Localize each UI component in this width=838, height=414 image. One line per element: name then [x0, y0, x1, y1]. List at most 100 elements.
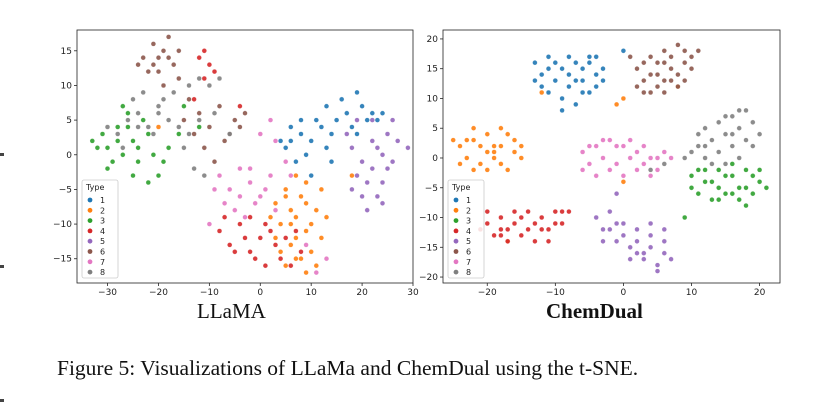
- x-tick-label: 0: [257, 288, 263, 298]
- data-point-type-4: [201, 75, 207, 82]
- data-point-type-5: [344, 131, 350, 137]
- y-tick-label: −10: [419, 214, 438, 224]
- data-point-type-3: [722, 191, 729, 197]
- data-point-type-3: [145, 131, 151, 137]
- data-point-type-8: [722, 161, 729, 167]
- data-point-type-2: [464, 137, 470, 143]
- data-point-type-2: [491, 149, 497, 155]
- data-point-type-7: [668, 155, 674, 161]
- data-point-type-3: [709, 179, 715, 185]
- data-point-type-7: [216, 173, 223, 179]
- page-edge-mark: [0, 265, 4, 268]
- data-point-type-7: [227, 186, 233, 192]
- data-point-type-8: [702, 125, 708, 131]
- data-point-type-7: [237, 193, 243, 199]
- data-point-type-1: [308, 173, 314, 179]
- data-point-type-2: [293, 235, 299, 241]
- data-point-type-4: [545, 238, 552, 244]
- data-point-type-3: [99, 131, 106, 137]
- data-point-type-3: [145, 179, 151, 186]
- y-tick-label: 20: [427, 35, 439, 45]
- data-point-type-5: [654, 268, 661, 274]
- legend: Type 12 345 678: [447, 179, 485, 279]
- data-point-type-1: [293, 159, 299, 165]
- data-point-type-5: [661, 250, 667, 256]
- data-point-type-1: [379, 110, 386, 116]
- data-point-type-3: [115, 138, 121, 144]
- data-point-type-2: [477, 161, 483, 167]
- y-tick-label: −20: [419, 273, 438, 283]
- data-point-type-6: [155, 69, 162, 75]
- data-point-type-6: [222, 138, 228, 144]
- data-point-type-4: [262, 263, 268, 269]
- data-point-type-8: [729, 113, 735, 119]
- data-point-type-3: [743, 185, 749, 191]
- data-point-type-7: [614, 161, 620, 167]
- data-point-type-6: [668, 66, 674, 72]
- data-point-type-2: [272, 200, 279, 206]
- data-point-type-4: [232, 249, 238, 255]
- data-point-type-7: [267, 173, 274, 179]
- legend-marker-type-5: [87, 238, 93, 244]
- data-point-type-1: [323, 145, 330, 151]
- data-point-type-4: [511, 220, 518, 227]
- data-point-type-2: [288, 242, 294, 248]
- data-point-type-7: [257, 131, 263, 137]
- data-point-type-2: [313, 263, 319, 269]
- data-point-type-6: [140, 55, 146, 61]
- data-point-type-1: [573, 60, 579, 66]
- data-point-type-3: [729, 191, 735, 197]
- legend-label-type-8: 8: [466, 268, 471, 277]
- data-point-type-8: [155, 103, 162, 109]
- data-point-type-8: [145, 124, 151, 130]
- data-point-type-1: [586, 54, 592, 60]
- data-point-type-1: [364, 117, 370, 123]
- legend-marker-type-3: [453, 218, 459, 224]
- data-point-type-8: [716, 149, 722, 155]
- data-point-type-2: [293, 214, 299, 220]
- tsne-chart-chemdual: −20 −10 0 10 20−20−15−10−505101520Type123456…: [419, 29, 781, 298]
- y-tick-label: 5: [66, 116, 72, 126]
- data-point-type-2: [518, 155, 524, 161]
- data-point-type-3: [729, 161, 735, 167]
- data-point-type-3: [150, 152, 156, 158]
- data-point-type-8: [661, 161, 667, 167]
- data-point-type-1: [359, 103, 365, 109]
- data-point-type-1: [349, 124, 355, 130]
- data-point-type-5: [379, 152, 386, 158]
- data-point-type-3: [750, 191, 756, 197]
- data-point-type-7: [614, 143, 620, 149]
- data-point-type-7: [600, 137, 606, 143]
- plot-frame: [76, 29, 414, 284]
- data-point-type-4: [298, 249, 304, 255]
- data-point-type-1: [298, 117, 304, 123]
- data-point-type-4: [196, 55, 202, 61]
- data-point-type-4: [227, 242, 233, 248]
- data-point-type-3: [130, 138, 136, 144]
- data-point-type-7: [257, 193, 263, 199]
- data-point-type-8: [743, 137, 749, 143]
- data-point-type-2: [471, 137, 477, 143]
- plot-frame: [442, 29, 781, 284]
- data-point-type-1: [545, 66, 552, 72]
- data-point-type-7: [593, 173, 599, 179]
- data-point-type-4: [539, 214, 545, 221]
- data-point-type-2: [491, 143, 497, 149]
- data-point-type-4: [525, 209, 531, 215]
- data-point-type-8: [722, 113, 729, 119]
- data-point-type-2: [278, 221, 284, 227]
- data-point-type-2: [288, 221, 294, 227]
- legend-label-type-1: 1: [100, 196, 105, 205]
- data-point-type-8: [176, 124, 182, 130]
- data-point-type-2: [303, 200, 309, 206]
- data-point-type-5: [620, 232, 626, 238]
- data-point-type-7: [586, 143, 592, 149]
- y-tick-label: −5: [425, 184, 438, 194]
- x-tick-label: −20: [149, 288, 168, 298]
- data-point-type-4: [252, 256, 258, 262]
- data-point-type-4: [237, 221, 243, 227]
- data-point-type-2: [614, 101, 620, 107]
- data-point-type-7: [586, 161, 592, 167]
- data-point-type-4: [283, 235, 289, 241]
- data-point-type-2: [471, 125, 477, 131]
